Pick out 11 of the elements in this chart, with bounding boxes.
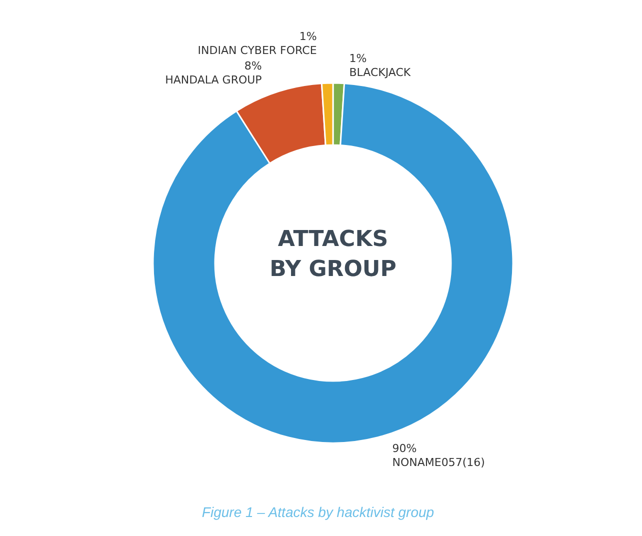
slice-label: BLACKJACK bbox=[349, 66, 412, 80]
caption: Figure 1 – Attacks by hacktivist group bbox=[200, 504, 436, 520]
data-label: 8% bbox=[244, 60, 262, 73]
donut-slice bbox=[152, 82, 514, 444]
slice-label: HANDALA GROUP bbox=[165, 74, 262, 87]
data-label: 1% bbox=[349, 52, 367, 66]
data-label: 1% bbox=[299, 30, 317, 44]
slice-label: NONAME057(16) bbox=[392, 456, 485, 469]
slice-label: INDIAN CYBER FORCE bbox=[198, 44, 317, 58]
text: ATTACKS BY GROUP bbox=[268, 226, 398, 284]
data-label: 90% bbox=[392, 442, 417, 455]
